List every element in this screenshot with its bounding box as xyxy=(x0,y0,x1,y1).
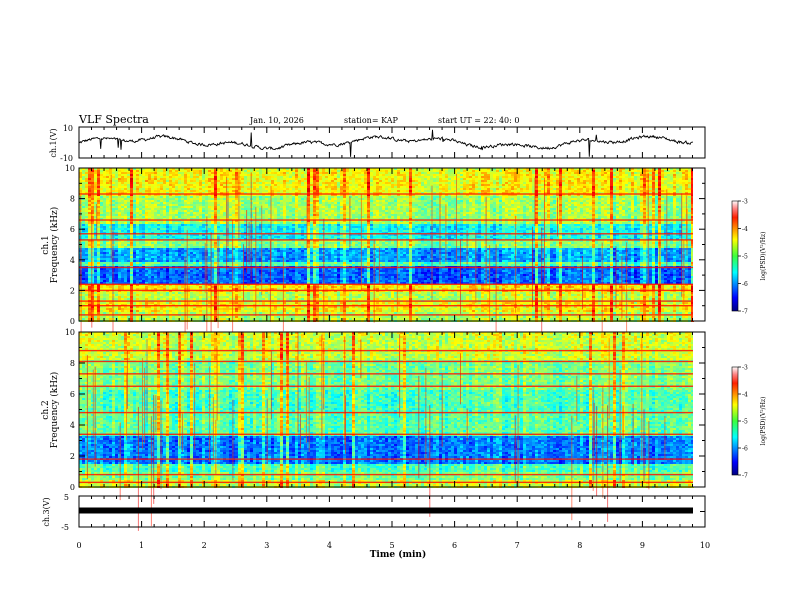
colorbar-tick: -3 xyxy=(742,365,748,372)
colorbar-tick: -6 xyxy=(742,281,748,288)
time-tick-8: 8 xyxy=(577,541,582,550)
time-tick-labels: 0 1 2 3 4 5 6 7 8 9 10 xyxy=(76,541,710,550)
ch3-ytick-top: 5 xyxy=(64,493,69,502)
colorbar-tick: -4 xyxy=(742,392,748,399)
ch1-voltage-ylabel: ch.1(V) xyxy=(49,128,58,157)
ch2-colorbar: -3 -4 -5 -6 -7 log(PSD)(V²/Hz) xyxy=(731,365,767,480)
ch1-ytick-bottom: -10 xyxy=(60,154,73,163)
time-tick-6: 6 xyxy=(452,541,457,550)
colorbar-tick: -5 xyxy=(742,419,748,426)
time-tick-4: 4 xyxy=(327,541,332,550)
time-tick-9: 9 xyxy=(640,541,645,550)
spec1-ytick-label: 4 xyxy=(70,256,75,265)
spec2-ytick-label: 4 xyxy=(70,421,75,430)
colorbar-label: log(PSD)(V²/Hz) xyxy=(760,232,767,281)
ch1-waveform xyxy=(78,129,694,157)
spec1-ytick-label: 6 xyxy=(70,225,75,234)
ch1-colorbar: -3 -4 -5 -6 -7 log(PSD)(V²/Hz) xyxy=(731,199,767,316)
time-tick-3: 3 xyxy=(264,541,269,550)
colorbar-tick: -4 xyxy=(742,226,748,233)
colorbar-tick: -3 xyxy=(742,199,748,206)
colorbar-tick: -7 xyxy=(742,309,748,316)
spec1-ytick-label: 0 xyxy=(70,317,75,326)
start-time-label: start UT = 22: 40: 0 xyxy=(438,116,519,125)
colorbar-gradient xyxy=(731,200,739,312)
time-tick-10: 10 xyxy=(700,541,710,550)
colorbar-label: log(PSD)(V²/Hz) xyxy=(760,397,767,446)
colorbar-tick: -5 xyxy=(742,254,748,261)
time-tick-0: 0 xyxy=(76,541,81,550)
spec1-ytick-label: 10 xyxy=(65,164,75,173)
time-tick-2: 2 xyxy=(202,541,207,550)
spec1-ytick-label: 2 xyxy=(70,286,75,295)
spec2-ytick-label: 6 xyxy=(70,390,75,399)
figure-title: VLF Spectra xyxy=(78,113,149,126)
ch3-voltage-panel: 5 -5 ch.3(V) xyxy=(42,493,706,532)
time-axis-label: Time (min) xyxy=(370,549,427,560)
colorbar-gradient xyxy=(731,366,739,476)
spec2-ytick-label: 8 xyxy=(70,359,75,368)
ch2-frequency-ylabel: Frequency (kHz) xyxy=(49,372,60,449)
ch1-frequency-ylabel: Frequency (kHz) xyxy=(49,207,60,284)
colorbar-tick: -6 xyxy=(742,446,748,453)
ch3-waveform xyxy=(79,507,693,514)
ch1-ytick-top: 10 xyxy=(63,124,73,133)
time-tick-1: 1 xyxy=(139,541,144,550)
time-tick-7: 7 xyxy=(515,541,520,550)
ch1-voltage-xticks xyxy=(78,127,706,158)
spec2-ytick-label: 2 xyxy=(70,452,75,461)
spec2-ytick-label: 10 xyxy=(65,328,75,337)
ch3-ytick-bottom: -5 xyxy=(61,523,69,532)
date-label: Jan. 10, 2026 xyxy=(249,116,304,125)
spec1-ytick-label: 8 xyxy=(70,195,75,204)
ch3-voltage-ylabel: ch.3(V) xyxy=(42,497,51,526)
spec2-ytick-label: 0 xyxy=(70,483,75,492)
station-label: station= KAP xyxy=(344,116,399,125)
time-tick-5: 5 xyxy=(389,541,394,550)
ch1-voltage-panel: 10 -10 ch.1(V) xyxy=(49,124,706,163)
colorbar-tick: -7 xyxy=(742,473,748,480)
